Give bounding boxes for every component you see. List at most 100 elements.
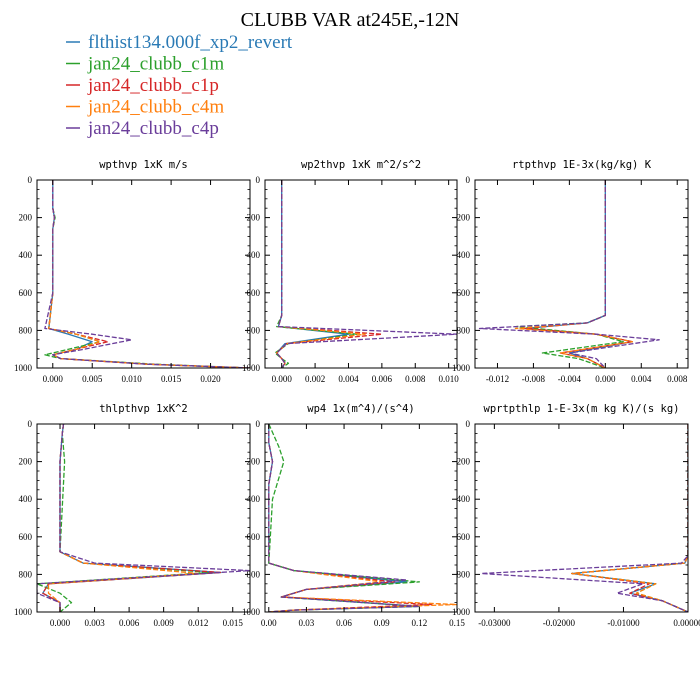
y-tick-label: 0 xyxy=(466,419,471,429)
series-group xyxy=(37,424,250,612)
x-tick-label: 0.006 xyxy=(372,374,393,384)
x-tick-label: 0.000 xyxy=(272,374,293,384)
x-tick-label: 0.15 xyxy=(449,618,465,628)
x-tick-label: 0.004 xyxy=(338,374,359,384)
y-tick-label: 1000 xyxy=(452,363,471,373)
x-tick-label: 0.020 xyxy=(200,374,221,384)
chart-panel: thlpthvp 1xK^2 0 200 400 600 800 1000 0.000 0.00… xyxy=(14,403,251,628)
y-tick-label: 0 xyxy=(28,175,33,185)
series-line xyxy=(37,424,250,612)
x-tick-label: 0.002 xyxy=(305,374,325,384)
series-line xyxy=(268,424,457,612)
y-tick-label: 0 xyxy=(28,419,33,429)
y-tick-label: 400 xyxy=(457,250,471,260)
series-group xyxy=(268,424,457,612)
y-tick-label: 1000 xyxy=(242,363,261,373)
chart-panel: wprtpthlp 1-E-3x(m kg K)/(s kg) 0 200 400 60… xyxy=(452,403,700,628)
y-tick-label: 200 xyxy=(19,213,33,223)
x-tick-label: 0.015 xyxy=(223,618,244,628)
x-tick-label: 0.005 xyxy=(82,374,103,384)
series-group xyxy=(274,180,457,368)
panel-title: wp2thvp 1xK m^2/s^2 xyxy=(301,159,421,171)
y-tick-label: 1000 xyxy=(452,607,471,617)
y-tick-label: 800 xyxy=(457,325,471,335)
panel-title: wp4 1x(m^4)/(s^4) xyxy=(307,403,414,415)
x-tick-label: 0.03 xyxy=(299,618,315,628)
y-tick-label: 0 xyxy=(256,419,261,429)
y-tick-label: 400 xyxy=(247,250,261,260)
y-tick-label: 800 xyxy=(457,569,471,579)
y-tick-label: 600 xyxy=(19,532,33,542)
panel-title: wprtpthlp 1-E-3x(m kg K)/(s kg) xyxy=(484,403,680,415)
y-tick-label: 800 xyxy=(247,325,261,335)
figure-title: CLUBB VAR at245E,-12N xyxy=(241,9,460,31)
legend-entry: jan24_clubb_c4m xyxy=(87,97,224,118)
series-group xyxy=(478,180,660,368)
x-tick-label: 0.12 xyxy=(411,618,427,628)
y-tick-label: 600 xyxy=(19,288,33,298)
x-tick-label: 0.06 xyxy=(336,618,352,628)
y-tick-label: 800 xyxy=(19,569,33,579)
x-tick-label: 0.003 xyxy=(84,618,105,628)
y-tick-label: 200 xyxy=(457,457,471,467)
y-tick-label: 1000 xyxy=(14,363,33,373)
y-tick-label: 600 xyxy=(247,532,261,542)
panel-title: wpthvp 1xK m/s xyxy=(99,159,188,171)
y-tick-label: 800 xyxy=(247,569,261,579)
legend-entry: flthist134.000f_xp2_revert xyxy=(88,32,293,53)
series-group xyxy=(44,180,250,368)
series-line xyxy=(44,180,250,368)
series-line xyxy=(478,180,660,368)
y-tick-label: 600 xyxy=(247,288,261,298)
panel-title: rtpthvp 1E-3x(kg/kg) K xyxy=(512,159,652,171)
x-tick-label: 0.00 xyxy=(261,618,277,628)
y-tick-label: 0 xyxy=(466,175,471,185)
y-tick-label: 0 xyxy=(256,175,261,185)
x-tick-label: -0.01000 xyxy=(607,618,640,628)
x-tick-label: 0.008 xyxy=(667,374,688,384)
x-tick-label: -0.004 xyxy=(558,374,582,384)
chart-panel: wp2thvp 1xK m^2/s^2 0 200 400 600 800 1000 0.00… xyxy=(242,159,459,384)
x-tick-label: -0.008 xyxy=(522,374,546,384)
legend: flthist134.000f_xp2_revertjan24_clubb_c1… xyxy=(66,32,293,139)
y-tick-label: 200 xyxy=(457,213,471,223)
series-line xyxy=(514,180,633,368)
x-tick-label: -0.012 xyxy=(486,374,509,384)
x-tick-label: 0.006 xyxy=(119,618,140,628)
y-tick-label: 1000 xyxy=(14,607,33,617)
x-tick-label: 0.004 xyxy=(631,374,652,384)
x-tick-label: 0.00000 xyxy=(673,618,700,628)
chart-panel: wpthvp 1xK m/s 0 200 400 600 800 1000 0.000 0.00… xyxy=(14,159,251,384)
y-tick-label: 600 xyxy=(457,532,471,542)
y-tick-label: 200 xyxy=(247,457,261,467)
y-tick-label: 600 xyxy=(457,288,471,298)
series-line xyxy=(571,424,688,612)
x-tick-label: 0.000 xyxy=(595,374,616,384)
x-tick-label: -0.03000 xyxy=(478,618,511,628)
series-group xyxy=(480,424,688,612)
x-tick-label: 0.010 xyxy=(122,374,143,384)
y-tick-label: 200 xyxy=(19,457,33,467)
y-tick-label: 400 xyxy=(457,494,471,504)
y-tick-label: 400 xyxy=(247,494,261,504)
panel-title: thlpthvp 1xK^2 xyxy=(99,403,188,415)
y-tick-label: 1000 xyxy=(242,607,261,617)
x-tick-label: 0.000 xyxy=(50,618,71,628)
chart-panel: rtpthvp 1E-3x(kg/kg) K 0 200 400 600 800 1000 -… xyxy=(452,159,689,384)
x-tick-label: 0.012 xyxy=(188,618,208,628)
x-tick-label: 0.009 xyxy=(154,618,175,628)
y-tick-label: 400 xyxy=(19,494,33,504)
legend-entry: jan24_clubb_c4p xyxy=(87,118,219,139)
series-line xyxy=(276,180,457,368)
y-tick-label: 200 xyxy=(247,213,261,223)
x-tick-label: 0.010 xyxy=(439,374,460,384)
x-tick-label: -0.02000 xyxy=(543,618,576,628)
y-tick-label: 800 xyxy=(19,325,33,335)
x-tick-label: 0.09 xyxy=(374,618,390,628)
y-tick-label: 400 xyxy=(19,250,33,260)
x-tick-label: 0.000 xyxy=(43,374,64,384)
x-tick-label: 0.015 xyxy=(161,374,182,384)
